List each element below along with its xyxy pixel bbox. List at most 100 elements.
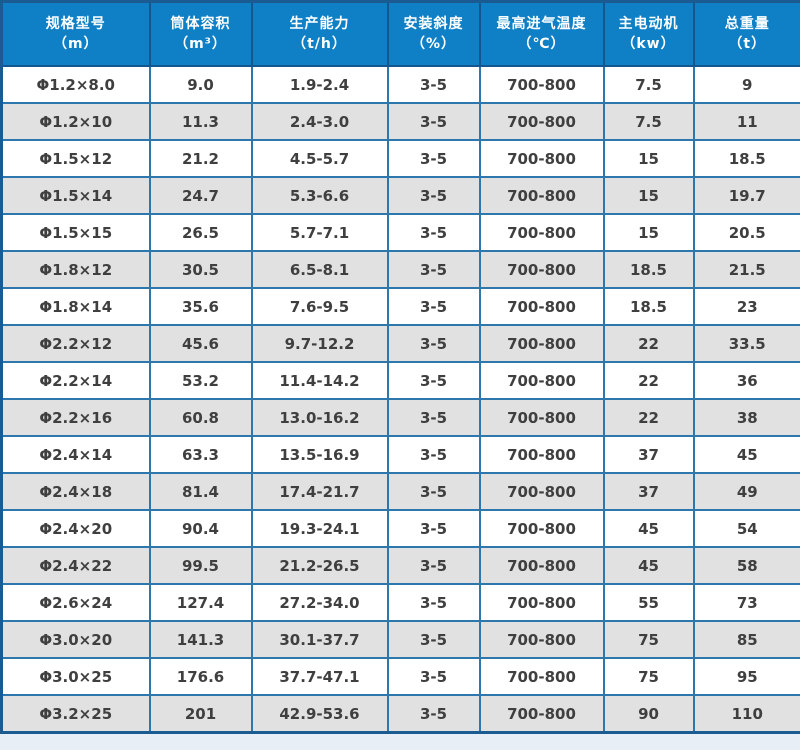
cell-total-weight: 18.5 (692, 139, 800, 178)
cell-production-capacity: 19.3-24.1 (250, 509, 389, 548)
cell-max-intake-temperature: 700-800 (478, 694, 605, 734)
cell-installation-slope: 3-5 (386, 361, 481, 400)
cell-total-weight: 20.5 (692, 213, 800, 252)
cell-spec-model: Φ3.0×25 (0, 657, 151, 696)
table-row: Φ1.8×14 35.6 7.6-9.5 3-5 700-800 18.5 23 (0, 287, 800, 326)
cell-main-motor: 55 (602, 583, 695, 622)
cell-installation-slope: 3-5 (386, 509, 481, 548)
cell-main-motor: 45 (602, 546, 695, 585)
table-header: 规格型号 （m） 筒体容积 （m³） 生产能力 （t/h） 安装斜度 （%） 最… (0, 0, 800, 67)
cell-main-motor: 45 (602, 509, 695, 548)
cell-total-weight: 49 (692, 472, 800, 511)
table-row: Φ2.4×22 99.5 21.2-26.5 3-5 700-800 45 58 (0, 546, 800, 585)
cell-max-intake-temperature: 700-800 (478, 102, 605, 141)
cell-cylinder-volume: 127.4 (148, 583, 253, 622)
cell-total-weight: 73 (692, 583, 800, 622)
cell-max-intake-temperature: 700-800 (478, 213, 605, 252)
cell-spec-model: Φ2.4×22 (0, 546, 151, 585)
cell-production-capacity: 2.4-3.0 (250, 102, 389, 141)
cell-production-capacity: 9.7-12.2 (250, 324, 389, 363)
cell-cylinder-volume: 90.4 (148, 509, 253, 548)
cell-cylinder-volume: 9.0 (148, 65, 253, 104)
cell-cylinder-volume: 81.4 (148, 472, 253, 511)
cell-cylinder-volume: 63.3 (148, 435, 253, 474)
header-main-motor: 主电动机 （kw） (602, 0, 695, 67)
header-max-intake-temperature-unit: （℃） (517, 35, 566, 52)
header-total-weight-unit: （t） (728, 35, 767, 52)
cell-total-weight: 23 (692, 287, 800, 326)
table-row: Φ2.2×14 53.2 11.4-14.2 3-5 700-800 22 36 (0, 361, 800, 400)
cell-spec-model: Φ2.4×20 (0, 509, 151, 548)
specification-table: 规格型号 （m） 筒体容积 （m³） 生产能力 （t/h） 安装斜度 （%） 最… (0, 0, 800, 734)
table-row: Φ3.0×20 141.3 30.1-37.7 3-5 700-800 75 8… (0, 620, 800, 659)
header-installation-slope: 安装斜度 （%） (386, 0, 481, 67)
table-row: Φ2.4×14 63.3 13.5-16.9 3-5 700-800 37 45 (0, 435, 800, 474)
header-spec-model-label: 规格型号 (45, 16, 106, 33)
cell-max-intake-temperature: 700-800 (478, 139, 605, 178)
header-total-weight: 总重量 （t） (692, 0, 800, 67)
cell-cylinder-volume: 35.6 (148, 287, 253, 326)
cell-cylinder-volume: 26.5 (148, 213, 253, 252)
cell-max-intake-temperature: 700-800 (478, 509, 605, 548)
cell-total-weight: 45 (692, 435, 800, 474)
cell-main-motor: 22 (602, 398, 695, 437)
cell-spec-model: Φ1.2×10 (0, 102, 151, 141)
cell-cylinder-volume: 99.5 (148, 546, 253, 585)
cell-total-weight: 33.5 (692, 324, 800, 363)
table-row: Φ2.4×20 90.4 19.3-24.1 3-5 700-800 45 54 (0, 509, 800, 548)
cell-spec-model: Φ2.2×12 (0, 324, 151, 363)
cell-spec-model: Φ3.2×25 (0, 694, 151, 734)
cell-max-intake-temperature: 700-800 (478, 435, 605, 474)
cell-production-capacity: 13.0-16.2 (250, 398, 389, 437)
cell-production-capacity: 30.1-37.7 (250, 620, 389, 659)
cell-total-weight: 85 (692, 620, 800, 659)
cell-cylinder-volume: 176.6 (148, 657, 253, 696)
cell-max-intake-temperature: 700-800 (478, 250, 605, 289)
cell-production-capacity: 7.6-9.5 (250, 287, 389, 326)
table-row: Φ1.5×15 26.5 5.7-7.1 3-5 700-800 15 20.5 (0, 213, 800, 252)
cell-main-motor: 37 (602, 472, 695, 511)
cell-main-motor: 22 (602, 361, 695, 400)
header-cylinder-volume-label: 筒体容积 (170, 16, 231, 33)
cell-installation-slope: 3-5 (386, 657, 481, 696)
table-row: Φ3.0×25 176.6 37.7-47.1 3-5 700-800 75 9… (0, 657, 800, 696)
cell-production-capacity: 21.2-26.5 (250, 546, 389, 585)
cell-main-motor: 18.5 (602, 250, 695, 289)
cell-spec-model: Φ1.5×12 (0, 139, 151, 178)
cell-installation-slope: 3-5 (386, 620, 481, 659)
cell-installation-slope: 3-5 (386, 102, 481, 141)
cell-production-capacity: 17.4-21.7 (250, 472, 389, 511)
cell-max-intake-temperature: 700-800 (478, 176, 605, 215)
cell-total-weight: 9 (692, 65, 800, 104)
cell-installation-slope: 3-5 (386, 139, 481, 178)
cell-cylinder-volume: 141.3 (148, 620, 253, 659)
table-row: Φ1.5×14 24.7 5.3-6.6 3-5 700-800 15 19.7 (0, 176, 800, 215)
cell-total-weight: 110 (692, 694, 800, 734)
header-installation-slope-label: 安装斜度 (403, 16, 464, 33)
cell-total-weight: 38 (692, 398, 800, 437)
table-row: Φ1.5×12 21.2 4.5-5.7 3-5 700-800 15 18.5 (0, 139, 800, 178)
table-row: Φ3.2×25 201 42.9-53.6 3-5 700-800 90 110 (0, 694, 800, 734)
cell-production-capacity: 1.9-2.4 (250, 65, 389, 104)
cell-spec-model: Φ1.5×14 (0, 176, 151, 215)
cell-production-capacity: 13.5-16.9 (250, 435, 389, 474)
cell-installation-slope: 3-5 (386, 472, 481, 511)
cell-max-intake-temperature: 700-800 (478, 620, 605, 659)
cell-total-weight: 19.7 (692, 176, 800, 215)
cell-spec-model: Φ1.8×14 (0, 287, 151, 326)
table-body: Φ1.2×8.0 9.0 1.9-2.4 3-5 700-800 7.5 9 Φ… (0, 65, 800, 734)
cell-installation-slope: 3-5 (386, 435, 481, 474)
cell-cylinder-volume: 24.7 (148, 176, 253, 215)
cell-spec-model: Φ1.8×12 (0, 250, 151, 289)
cell-spec-model: Φ2.2×16 (0, 398, 151, 437)
cell-total-weight: 21.5 (692, 250, 800, 289)
cell-spec-model: Φ1.5×15 (0, 213, 151, 252)
header-cylinder-volume: 筒体容积 （m³） (148, 0, 253, 67)
cell-installation-slope: 3-5 (386, 694, 481, 734)
table-row: Φ2.6×24 127.4 27.2-34.0 3-5 700-800 55 7… (0, 583, 800, 622)
cell-main-motor: 18.5 (602, 287, 695, 326)
cell-cylinder-volume: 30.5 (148, 250, 253, 289)
cell-cylinder-volume: 53.2 (148, 361, 253, 400)
header-total-weight-label: 总重量 (724, 16, 770, 33)
cell-main-motor: 37 (602, 435, 695, 474)
